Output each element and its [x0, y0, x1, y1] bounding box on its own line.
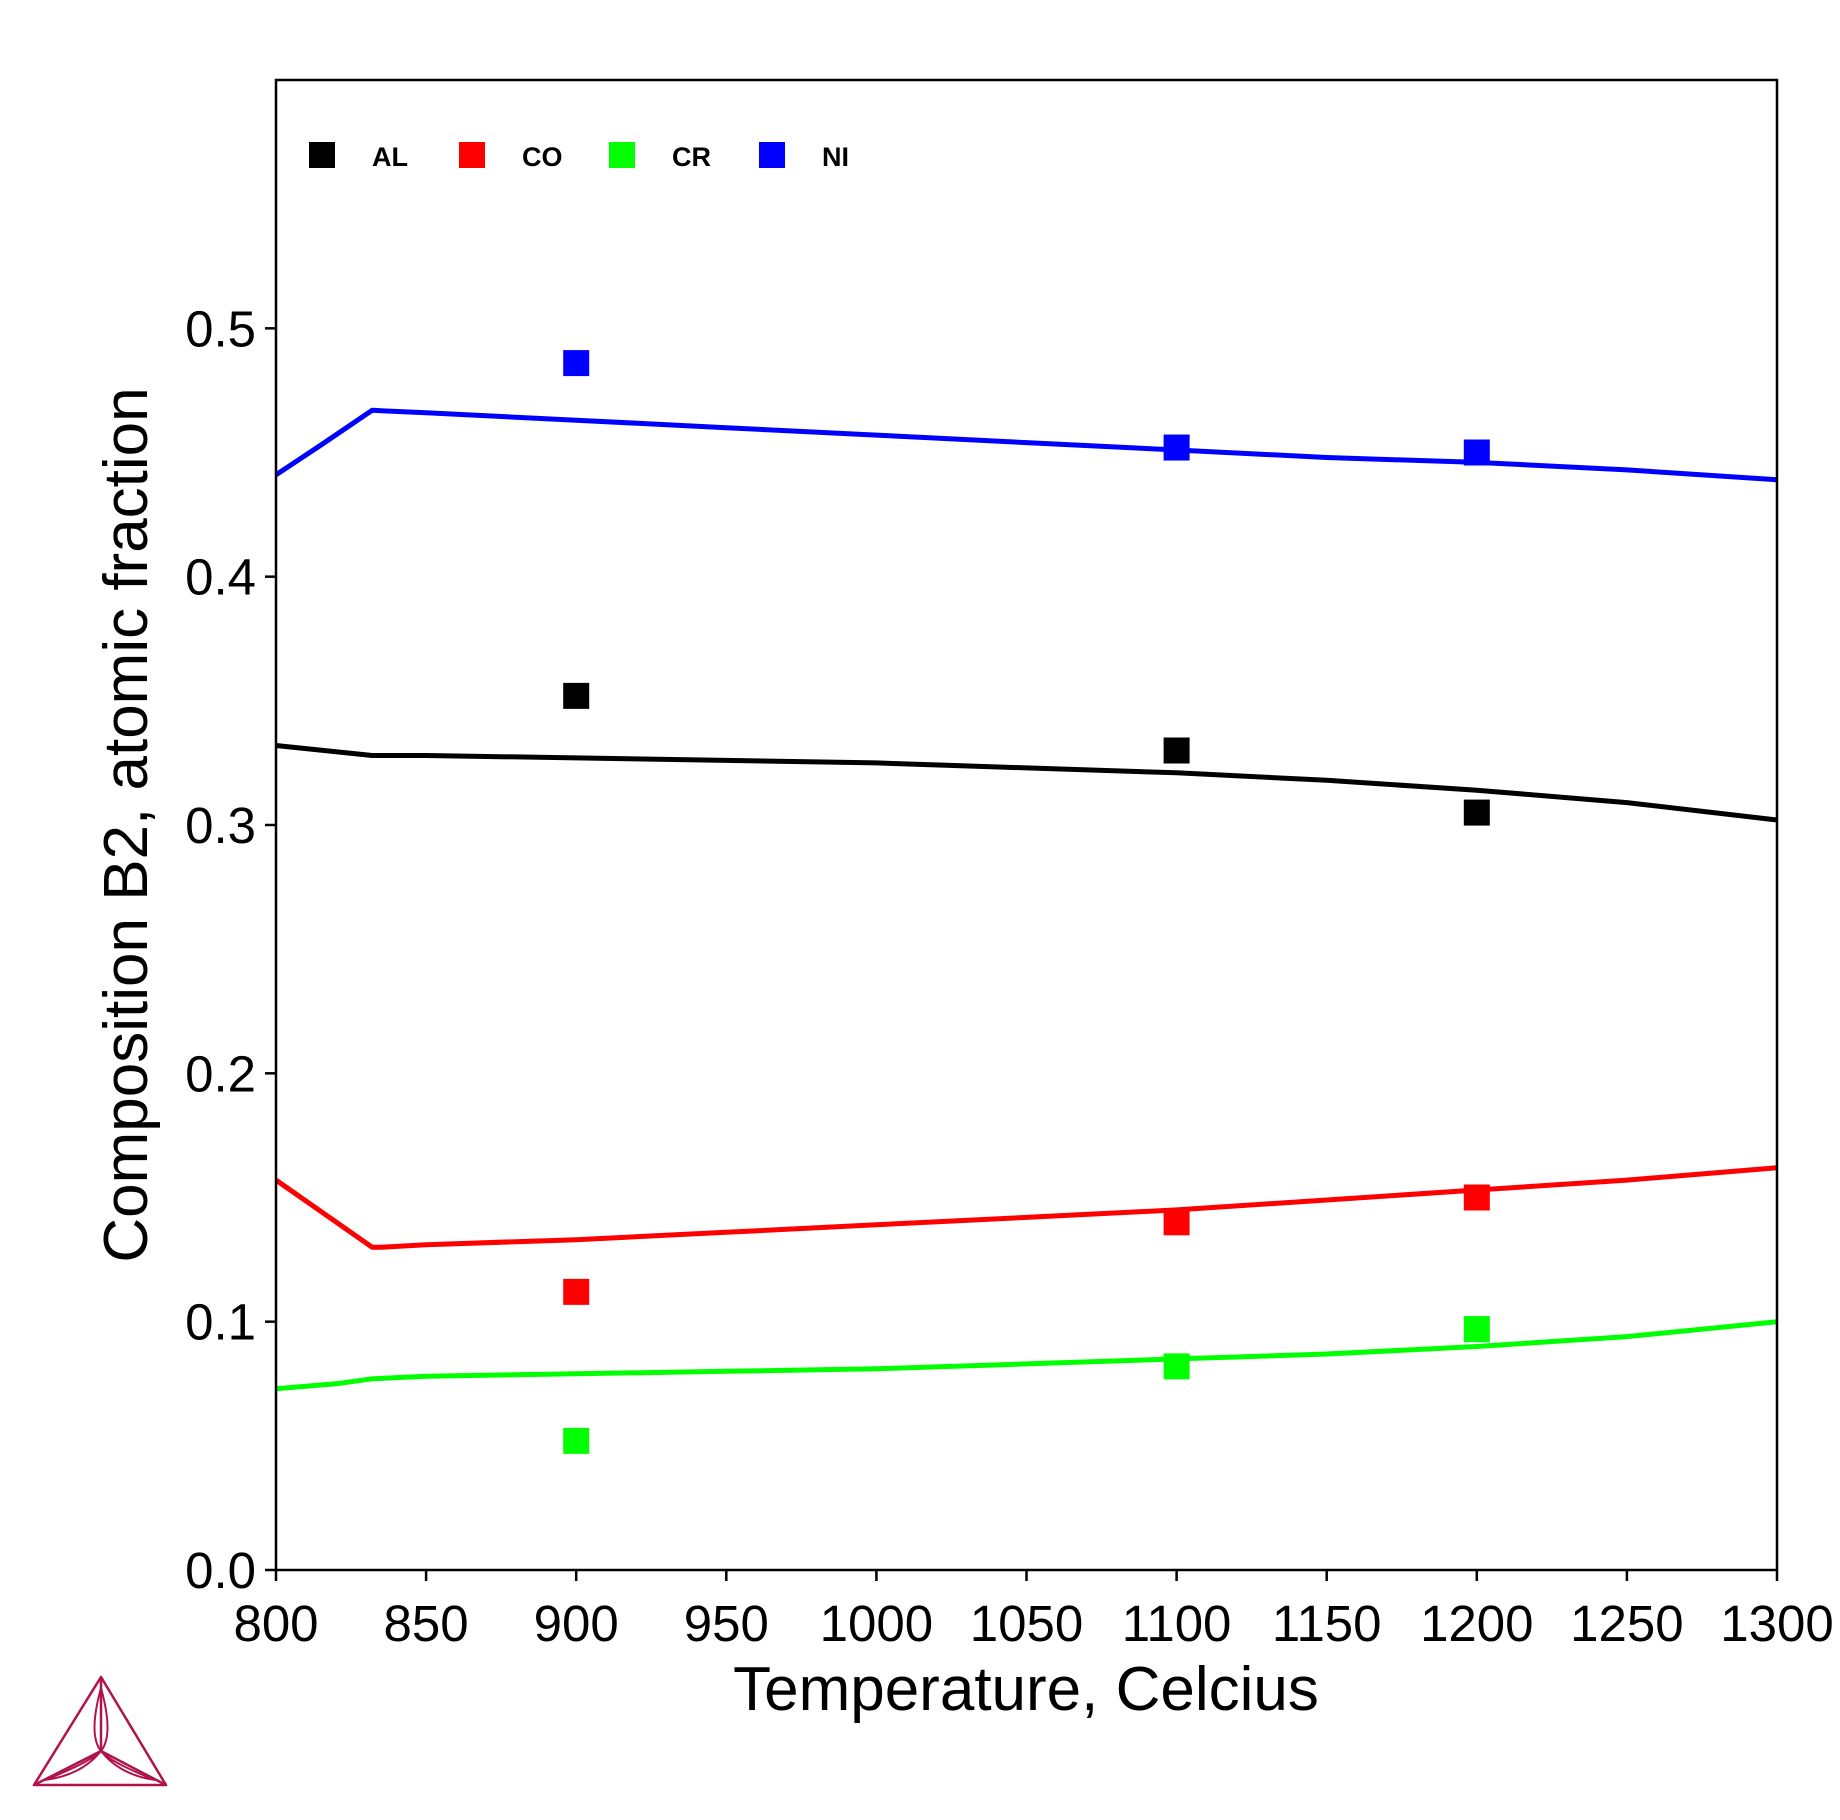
legend-label-cr: CR — [672, 142, 711, 172]
x-axis-title: Temperature, Celcius — [733, 1655, 1319, 1724]
data-point-co — [1463, 1184, 1490, 1211]
y-tick-label: 0.5 — [185, 300, 256, 357]
series-layer — [274, 350, 1778, 1454]
x-tick-label: 1050 — [970, 1595, 1083, 1652]
series-line-al — [275, 743, 1778, 823]
x-tick-label: 1300 — [1720, 1595, 1833, 1652]
legend-swatch-cr — [609, 142, 635, 168]
y-tick-label: 0.0 — [185, 1542, 256, 1599]
logo-outer-triangle — [32, 1675, 168, 1787]
y-tick-label: 0.1 — [185, 1294, 256, 1351]
data-point-co — [563, 1278, 590, 1305]
y-axis-title: Composition B2, atomic fraction — [92, 387, 161, 1262]
data-point-al — [563, 682, 590, 709]
data-point-al — [1463, 799, 1490, 826]
x-tick-label: 1150 — [1272, 1595, 1382, 1652]
data-point-cr — [1463, 1316, 1490, 1343]
x-tick-label: 900 — [534, 1595, 619, 1652]
series-line-cr — [275, 1319, 1778, 1392]
x-tick-label: 950 — [684, 1595, 769, 1652]
legend-label-al: AL — [372, 142, 408, 172]
x-tick-label: 850 — [384, 1595, 469, 1652]
x-tick-label: 1000 — [820, 1595, 933, 1652]
data-point-cr — [1163, 1353, 1190, 1380]
legend: AL CO CR NI — [309, 142, 849, 172]
x-tick-label: 1200 — [1420, 1595, 1533, 1652]
series-line-ni — [274, 407, 1778, 483]
x-axis-ticks: 800 850 900 950 1000 1050 1100 1150 1200 1250 1300 — [233, 1570, 1834, 1652]
legend-label-ni: NI — [822, 142, 849, 172]
data-point-ni — [1463, 439, 1490, 466]
legend-swatch-ni — [759, 142, 785, 168]
x-tick-label: 1100 — [1122, 1595, 1232, 1652]
y-axis-ticks: 0.0 0.1 0.2 0.3 0.4 0.5 — [185, 300, 276, 1599]
data-point-al — [1163, 737, 1190, 764]
y-tick-label: 0.3 — [185, 797, 256, 854]
legend-swatch-co — [459, 142, 485, 168]
legend-swatch-al — [309, 142, 335, 168]
data-point-ni — [563, 350, 590, 377]
x-tick-label: 800 — [233, 1595, 318, 1652]
data-point-cr — [563, 1427, 590, 1454]
legend-label-co: CO — [522, 142, 563, 172]
data-point-ni — [1163, 434, 1190, 461]
y-tick-label: 0.4 — [185, 549, 256, 606]
x-tick-label: 1250 — [1570, 1595, 1683, 1652]
logo-inner-curve — [100, 1750, 156, 1781]
y-tick-label: 0.2 — [185, 1045, 256, 1102]
data-point-co — [1163, 1209, 1190, 1236]
plot-frame — [274, 78, 1779, 1572]
thermo-calc-logo-icon — [32, 1675, 168, 1787]
series-line-co — [274, 1165, 1778, 1250]
